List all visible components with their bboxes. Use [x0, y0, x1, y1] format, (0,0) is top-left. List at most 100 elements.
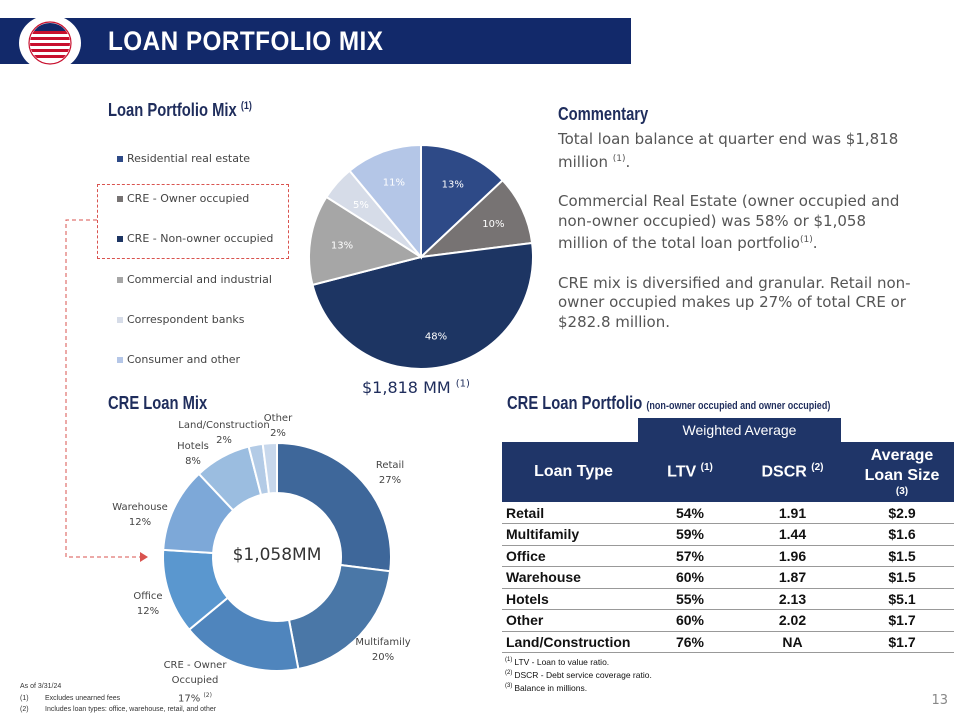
- label-other-name: Other: [263, 413, 293, 424]
- label-owner-sup: (2): [203, 692, 212, 699]
- cre-mix-title: CRE Loan Mix: [108, 393, 208, 413]
- donut-label-retail: Retail 27%: [360, 458, 420, 488]
- page-number: 13: [931, 693, 948, 708]
- legend-swatch: [117, 357, 123, 363]
- table-footnote: (1) LTV - Loan to value ratio.: [505, 657, 609, 667]
- portfolio-total-sup: (1): [455, 378, 470, 390]
- cell-dscr: 1.87: [778, 569, 807, 586]
- label-owner-pct: 17%: [178, 693, 201, 705]
- donut-label-land: Land/Construction 2%: [172, 418, 276, 448]
- portfolio-title: Loan Portfolio Mix (1): [108, 100, 252, 121]
- commentary-p3: CRE mix is diversified and granular. Ret…: [558, 273, 911, 331]
- pie-data-label: 5%: [353, 200, 369, 211]
- cell-type: Multifamily: [506, 526, 580, 543]
- label-land-pct: 2%: [216, 435, 232, 446]
- legend-swatch: [117, 277, 123, 283]
- slice-retail: [276, 441, 392, 573]
- footnote-1-text: Excludes unearned fees: [45, 695, 121, 702]
- label-office-name: Office: [133, 591, 163, 602]
- portfolio-total: $1,818 MM (1): [362, 378, 470, 397]
- legend-swatch: [117, 236, 123, 242]
- cell-size: $1.5: [888, 569, 916, 586]
- portfolio-title-text: Loan Portfolio Mix: [108, 100, 237, 120]
- table-row: Other 60% 2.02 $1.7: [502, 610, 954, 631]
- col-ltv-text: LTV: [667, 463, 697, 481]
- footnote-1-num: (1): [20, 695, 29, 702]
- cre-portfolio-title: CRE Loan Portfolio (non-owner occupied a…: [507, 393, 830, 414]
- table-row: Hotels 55% 2.13 $5.1: [502, 588, 954, 610]
- american-flag-circle-logo: [18, 14, 82, 72]
- cell-type: Retail: [506, 504, 545, 521]
- donut-label-multifamily: Multifamily 20%: [343, 635, 423, 665]
- table-footnote: (3) Balance in millions.: [505, 683, 587, 693]
- pie-data-label: 13%: [331, 240, 353, 251]
- cell-dscr: 2.02: [778, 612, 807, 629]
- cell-ltv: 59%: [675, 526, 705, 543]
- cell-type: Land/Construction: [506, 633, 631, 650]
- slice-other: [261, 441, 278, 495]
- col-avg-size-sup: (3): [895, 486, 909, 497]
- cell-size: $1.7: [888, 612, 916, 629]
- cell-type: Warehouse: [506, 569, 581, 586]
- cell-dscr: 1.96: [778, 547, 807, 564]
- cre-donut-chart: [162, 441, 392, 672]
- pie-data-label: 13%: [442, 180, 464, 191]
- cell-type: Office: [506, 547, 546, 564]
- cre-portfolio-tbody: Retail 54% 1.91 $2.9 Multifamily 59% 1.44 $1.6 O…: [502, 502, 954, 653]
- title-bar: [0, 18, 631, 64]
- table-row: Office 57% 1.96 $1.5: [502, 545, 954, 567]
- cell-size: $1.5: [888, 547, 916, 564]
- cell-ltv: 76%: [675, 633, 705, 650]
- table-footnote-sup: (2): [505, 670, 513, 677]
- cell-size: $1.7: [888, 633, 916, 650]
- portfolio-title-sup: (1): [240, 100, 252, 112]
- legend-item: Residential real estate: [117, 152, 250, 165]
- slice-residential-real-estate: [420, 143, 505, 260]
- cell-size: $2.9: [888, 504, 916, 521]
- portfolio-total-text: $1,818 MM: [362, 378, 451, 397]
- cell-size: $1.6: [888, 526, 916, 543]
- table-row: Retail 54% 1.91 $2.9: [502, 502, 954, 524]
- table-footnote-text: Balance in millions.: [514, 683, 588, 693]
- commentary-p1-end: .: [625, 152, 631, 171]
- legend-label: CRE - Non-owner occupied: [127, 232, 274, 245]
- cell-dscr: 1.91: [778, 504, 807, 521]
- slice-commercial-and-industrial: [308, 195, 424, 287]
- table-row: Land/Construction 76% NA $1.7: [502, 631, 954, 653]
- label-owner-pct-row: 17% (2): [150, 688, 240, 706]
- portfolio-pie-chart: 13% 10% 48% 13% 5% 11%: [308, 143, 534, 370]
- footnote-2-num: (2): [20, 706, 29, 713]
- commentary-p2-sup: (1): [799, 235, 813, 245]
- label-land-name: Land/Construction: [178, 420, 270, 431]
- legend-swatch: [117, 317, 123, 323]
- legend-swatch: [117, 156, 123, 162]
- asof-footnote: As of 3/31/24: [20, 683, 62, 690]
- page-title: LOAN PORTFOLIO MIX: [108, 26, 384, 56]
- label-hotels-pct: 8%: [185, 456, 201, 467]
- pie-data-label: 11%: [383, 178, 405, 189]
- legend-swatch: [117, 196, 123, 202]
- commentary-p2-end: .: [812, 234, 818, 252]
- legend-label: Commercial and industrial: [127, 273, 272, 286]
- label-owner-name1: CRE - Owner: [163, 660, 227, 671]
- table-header-row: Loan Type LTV (1) DSCR (2) Average Loan …: [502, 442, 954, 502]
- cell-ltv: 60%: [675, 612, 705, 629]
- pie-data-label: 10%: [482, 219, 504, 230]
- legend-item: CRE - Non-owner occupied: [117, 232, 273, 245]
- label-hotels-name: Hotels: [177, 441, 209, 452]
- cre-portfolio-subtitle: (non-owner occupied and owner occupied): [646, 400, 831, 412]
- slice-cre-non-owner-occupied: [311, 241, 534, 370]
- cell-type: Other: [506, 612, 544, 629]
- commentary-title: Commentary: [558, 104, 649, 124]
- cell-ltv: 57%: [675, 547, 705, 564]
- label-other-pct: 2%: [270, 428, 286, 439]
- footnote-2-text: Includes loan types: office, warehouse, …: [45, 706, 217, 713]
- label-warehouse-pct: 12%: [128, 517, 152, 528]
- label-multifamily-name: Multifamily: [355, 637, 411, 648]
- label-retail-name: Retail: [375, 460, 405, 471]
- label-multifamily-pct: 20%: [371, 652, 395, 663]
- table-row: Warehouse 60% 1.87 $1.5: [502, 567, 954, 588]
- col-dscr: DSCR (2): [735, 442, 850, 502]
- commentary-p1: Total loan balance at quarter end was $1…: [558, 130, 918, 172]
